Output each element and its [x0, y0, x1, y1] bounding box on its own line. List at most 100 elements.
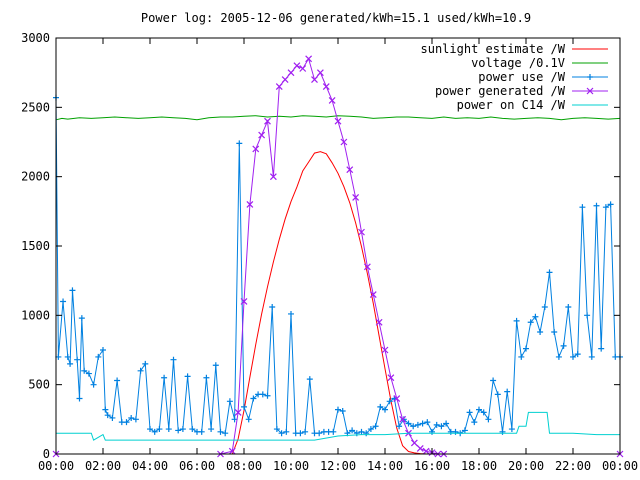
data-point [494, 391, 501, 398]
data-point [377, 403, 384, 410]
data-point [393, 395, 401, 402]
data-point [335, 406, 341, 413]
data-point [369, 291, 377, 298]
data-point [513, 317, 520, 324]
data-point [316, 69, 324, 77]
data-point [382, 406, 388, 413]
data-point [532, 313, 539, 320]
data-point [480, 409, 487, 416]
data-point [281, 76, 289, 84]
data-point [102, 406, 109, 413]
data-point [602, 204, 609, 211]
data-point [161, 374, 168, 381]
data-point [555, 353, 562, 360]
data-point [142, 360, 149, 367]
data-point [410, 423, 417, 430]
data-point [217, 428, 224, 435]
data-point [499, 428, 506, 435]
data-point [485, 416, 492, 423]
series-layer [52, 55, 624, 458]
data-point [429, 428, 435, 435]
data-point [273, 426, 280, 433]
data-point [466, 409, 473, 416]
data-point [288, 310, 294, 317]
x-tick-label: 22:00 [555, 459, 591, 473]
y-tick-label: 1500 [21, 239, 50, 253]
chart-title: Power log: 2005-12-06 generated/kWh=15.1… [141, 11, 531, 25]
data-point [236, 140, 243, 147]
data-point [208, 426, 215, 433]
y-tick-label: 1000 [21, 308, 50, 322]
data-point [438, 423, 445, 430]
data-point [147, 426, 153, 433]
data-point [184, 373, 191, 380]
data-point [387, 374, 395, 382]
data-point [64, 353, 71, 360]
data-point [518, 353, 525, 360]
data-point [259, 391, 266, 398]
data-point [226, 398, 233, 405]
data-point [410, 439, 418, 447]
data-point [297, 430, 304, 437]
data-point [179, 426, 186, 433]
data-point [222, 430, 229, 437]
data-point [367, 426, 374, 433]
data-point [228, 447, 236, 455]
data-point [250, 395, 257, 402]
data-point [109, 414, 116, 421]
data-point [241, 403, 247, 410]
legend-label: sunlight estimate /W [421, 42, 566, 56]
data-point [311, 76, 318, 84]
data-point [607, 201, 614, 208]
data-point [212, 362, 219, 369]
data-point [151, 428, 158, 435]
data-point [372, 423, 379, 430]
x-tick-label: 20:00 [508, 459, 544, 473]
data-point [527, 319, 534, 326]
data-point [104, 412, 111, 419]
data-point [386, 398, 393, 405]
legend-label: power use /W [478, 70, 565, 84]
data-point [100, 347, 106, 353]
data-point [264, 117, 271, 125]
data-point [287, 69, 295, 77]
data-point [523, 345, 529, 352]
data-point [203, 374, 210, 381]
legend-marker [586, 87, 594, 95]
x-tick-label: 00:00 [38, 459, 74, 473]
data-point [565, 304, 572, 311]
data-point [405, 420, 412, 427]
data-point [305, 55, 313, 63]
data-point [299, 65, 307, 72]
data-point [399, 415, 407, 423]
data-point [584, 312, 591, 319]
data-point [252, 145, 260, 153]
data-point [81, 367, 88, 374]
data-point [375, 318, 383, 326]
legend-label: power on C14 /W [457, 98, 566, 112]
data-point [269, 173, 277, 181]
data-point [560, 342, 567, 349]
data-point [78, 315, 85, 322]
data-point [67, 360, 74, 367]
data-point [352, 194, 360, 201]
data-point [358, 228, 365, 236]
data-point [541, 304, 548, 311]
data-point [114, 377, 121, 384]
data-point [234, 408, 242, 416]
data-point [245, 416, 252, 423]
data-point [537, 328, 544, 335]
data-point [302, 428, 309, 435]
data-point [574, 351, 581, 358]
y-tick-label: 500 [28, 378, 50, 392]
data-point [293, 62, 301, 70]
data-point [414, 421, 421, 428]
data-point [381, 346, 389, 354]
data-point [424, 419, 431, 426]
x-tick-label: 00:00 [602, 459, 638, 473]
data-point [240, 298, 248, 305]
data-point [90, 381, 97, 388]
series-2 [53, 94, 623, 437]
data-point [349, 427, 356, 434]
